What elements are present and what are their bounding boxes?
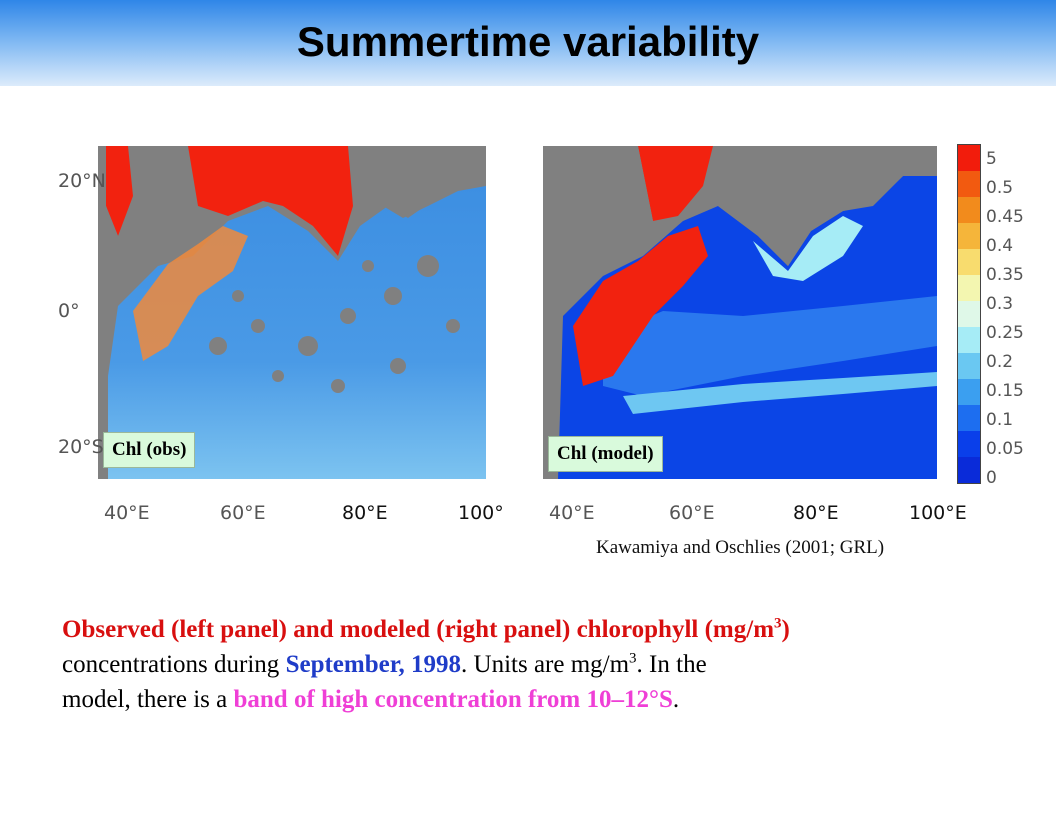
figure-caption: Observed (left panel) and modeled (right…	[62, 612, 1022, 717]
colorbar-swatch	[958, 327, 980, 353]
caption-band-highlight: band of high concentration from 10‒12°S	[233, 686, 673, 713]
colorbar-swatch	[958, 301, 980, 327]
y-tick-20s: 20°S	[58, 436, 104, 458]
caption-units-superscript: 3	[629, 650, 637, 667]
colorbar-swatch	[958, 431, 980, 457]
caption-line2-end: . In the	[636, 651, 707, 678]
colorbar-tick: 0.05	[986, 439, 1024, 459]
colorbar-swatch	[958, 353, 980, 379]
colorbar-tick: 0.35	[986, 265, 1024, 285]
colorbar-tick: 0	[986, 468, 997, 488]
x-tick-80e: 80°E	[793, 502, 839, 524]
x-tick-40e: 40°E	[104, 502, 150, 524]
caption-line2-start: concentrations during	[62, 651, 286, 678]
x-tick-100: 100°	[458, 502, 504, 524]
obs-panel-label: Chl (obs)	[103, 432, 196, 468]
x-tick-60e: 60°E	[220, 502, 266, 524]
x-tick-60e: 60°E	[669, 502, 715, 524]
colorbar-swatch	[958, 405, 980, 431]
colorbar-swatch	[958, 223, 980, 249]
colorbar-tick: 0.2	[986, 352, 1014, 372]
model-panel-label: Chl (model)	[548, 436, 663, 472]
x-tick-40e: 40°E	[549, 502, 595, 524]
observed-chlorophyll-panel: 20°N 0° 20°S 40°E 60°E 80°E 100° Chl (ob…	[58, 118, 504, 543]
colorbar-swatch	[958, 197, 980, 223]
caption-units: . Units are mg/m	[461, 651, 630, 678]
colorbar-swatch	[958, 249, 980, 275]
observed-chlorophyll-map	[98, 146, 486, 479]
colorbar-tick: 0.5	[986, 178, 1014, 198]
caption-line1: Observed (left panel) and modeled (right…	[62, 616, 775, 643]
caption-line1-superscript: 3	[774, 615, 782, 632]
x-tick-100e: 100°E	[909, 502, 967, 524]
colorbar-tick: 0.15	[986, 381, 1024, 401]
caption-line3-end: .	[672, 686, 680, 713]
colorbar-swatch	[958, 379, 980, 405]
caption-date: September, 1998	[285, 651, 462, 678]
colorbar-swatch	[958, 275, 980, 301]
colorbar-tick: 0.1	[986, 410, 1014, 430]
citation-credit: Kawamiya and Oschlies (2001; GRL)	[596, 537, 885, 558]
colorbar-tick: 0.3	[986, 294, 1014, 314]
model-chlorophyll-map	[543, 146, 937, 479]
model-chlorophyll-panel: 40°E 60°E 80°E 100°E Chl (model) 5 0.5 0…	[505, 118, 1035, 543]
y-tick-0: 0°	[58, 300, 80, 322]
colorbar-tick: 5	[986, 149, 997, 169]
page-title: Summertime variability	[296, 18, 760, 65]
x-tick-80e: 80°E	[342, 502, 388, 524]
y-tick-20n: 20°N	[58, 170, 106, 192]
colorbar	[957, 144, 981, 484]
colorbar-swatch	[958, 171, 980, 197]
colorbar-swatch	[958, 457, 980, 483]
caption-line3-start: model, there is a	[62, 686, 234, 713]
caption-line1-end: )	[781, 616, 790, 643]
colorbar-tick: 0.4	[986, 236, 1014, 256]
colorbar-tick: 0.25	[986, 323, 1024, 343]
colorbar-tick: 0.45	[986, 207, 1024, 227]
colorbar-swatch	[958, 145, 980, 171]
title-banner	[0, 0, 1056, 86]
